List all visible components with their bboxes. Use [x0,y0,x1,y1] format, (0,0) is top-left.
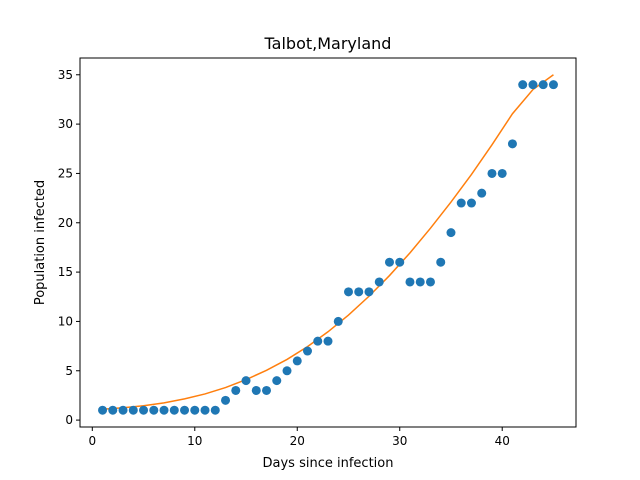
data-point [323,336,333,346]
y-tick-label: 10 [58,314,73,328]
data-point [518,80,528,90]
data-point [303,346,312,356]
data-point [487,168,497,178]
data-point [344,287,353,297]
data-point [251,385,261,395]
data-point [477,188,487,198]
data-point [231,385,241,395]
data-point [405,277,415,287]
data-point [169,405,179,415]
data-point [210,405,220,415]
y-axis: 0 5 10 15 20 25 30 35 [58,68,80,427]
data-point [548,80,558,90]
data-point [128,405,138,415]
data-point [241,376,251,386]
data-point [374,277,384,287]
x-tick-label: 10 [187,434,202,448]
data-point [159,405,169,415]
data-point [221,395,231,405]
y-tick-label: 0 [65,413,73,427]
data-point [507,139,517,149]
data-point [282,366,292,376]
x-axis: 0 10 20 30 40 [88,427,510,448]
data-point [456,198,466,208]
plot-frame [79,57,577,428]
data-point [98,405,108,415]
x-axis-label: Days since infection [263,456,394,471]
data-point [313,336,323,346]
data-point [292,356,302,366]
data-point [395,257,405,267]
data-point [149,405,159,415]
data-point [108,405,118,415]
x-tick-label: 30 [392,434,407,448]
data-point [384,257,394,267]
y-tick-label: 30 [58,117,73,131]
data-point [436,257,446,267]
data-point [180,405,190,415]
data-point [497,168,507,178]
x-tick-label: 40 [495,434,510,448]
y-tick-label: 35 [58,68,73,82]
data-point [538,80,548,90]
fit-line [102,74,554,410]
chart-title: Talbot,Maryland [264,34,392,53]
x-tick-label: 0 [88,434,96,448]
y-tick-label: 25 [58,166,73,180]
data-point [354,287,364,297]
data-point [139,405,149,415]
data-point [446,228,456,238]
y-tick-label: 15 [58,265,73,279]
plot-area [98,74,558,415]
data-point [425,277,435,287]
x-tick-label: 20 [290,434,305,448]
data-point [528,80,538,90]
data-point [333,316,343,326]
data-point [272,376,282,386]
y-tick-label: 20 [58,216,73,230]
y-axis-label: Population infected [33,180,48,305]
data-point [200,405,210,415]
data-point [466,198,476,208]
data-point [415,277,425,287]
data-point [364,287,374,297]
y-tick-label: 5 [65,364,73,378]
data-point [190,405,200,415]
data-point [262,385,272,395]
data-point [118,405,128,415]
